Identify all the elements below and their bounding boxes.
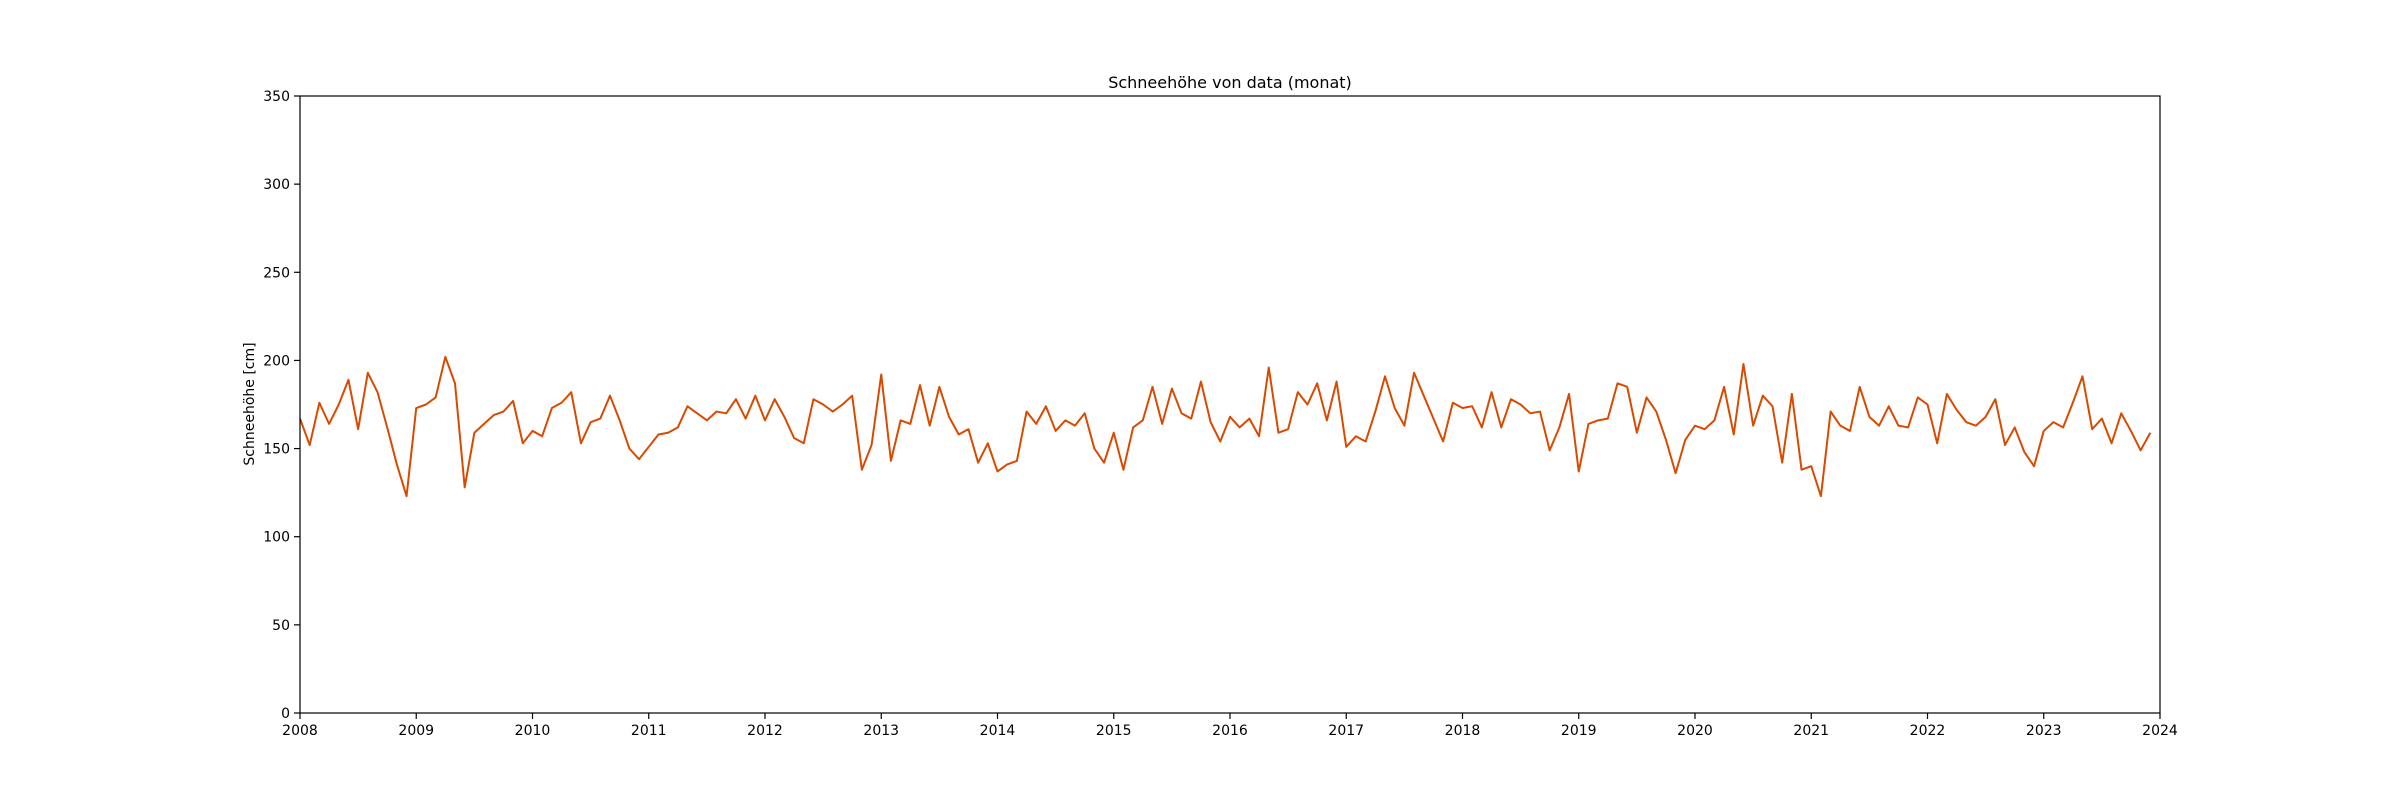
y-tick-label: 50 [272, 618, 290, 634]
x-tick-label: 2016 [1212, 723, 1248, 739]
plot-frame [299, 95, 2161, 714]
x-axis: 2008 2009 2010 2011 2012 2013 2014 2015 2016 2017… [282, 713, 2178, 739]
y-tick-label: 200 [263, 353, 290, 369]
x-tick-label: 2009 [398, 723, 434, 739]
x-tick-label: 2024 [2142, 723, 2178, 739]
series-layer [299, 355, 2152, 498]
x-tick-label: 2023 [2026, 723, 2062, 739]
y-tick-label: 0 [281, 706, 290, 722]
x-tick-label: 2012 [747, 723, 783, 739]
y-tick-label: 250 [263, 265, 290, 281]
x-tick-label: 2013 [863, 723, 899, 739]
chart-title: Schneehöhe von data (monat) [1108, 73, 1352, 92]
y-tick-label: 100 [263, 530, 290, 546]
y-tick-label: 350 [263, 89, 290, 105]
x-tick-label: 2015 [1096, 723, 1132, 739]
y-axis: 0 50 100 150 200 250 300 350 [263, 89, 300, 722]
x-tick-label: 2017 [1328, 723, 1364, 739]
x-tick-label: 2022 [1910, 723, 1946, 739]
x-tick-label: 2018 [1445, 723, 1481, 739]
y-axis-label: Schneehöhe [cm] [242, 342, 258, 465]
x-tick-label: 2008 [282, 723, 318, 739]
x-tick-label: 2020 [1677, 723, 1713, 739]
x-tick-label: 2019 [1561, 723, 1597, 739]
series-line [299, 355, 2152, 498]
x-tick-label: 2010 [515, 723, 551, 739]
y-tick-label: 300 [263, 177, 290, 193]
x-tick-label: 2011 [631, 723, 667, 739]
x-tick-label: 2014 [980, 723, 1016, 739]
y-tick-label: 150 [263, 442, 290, 458]
x-tick-label: 2021 [1793, 723, 1829, 739]
